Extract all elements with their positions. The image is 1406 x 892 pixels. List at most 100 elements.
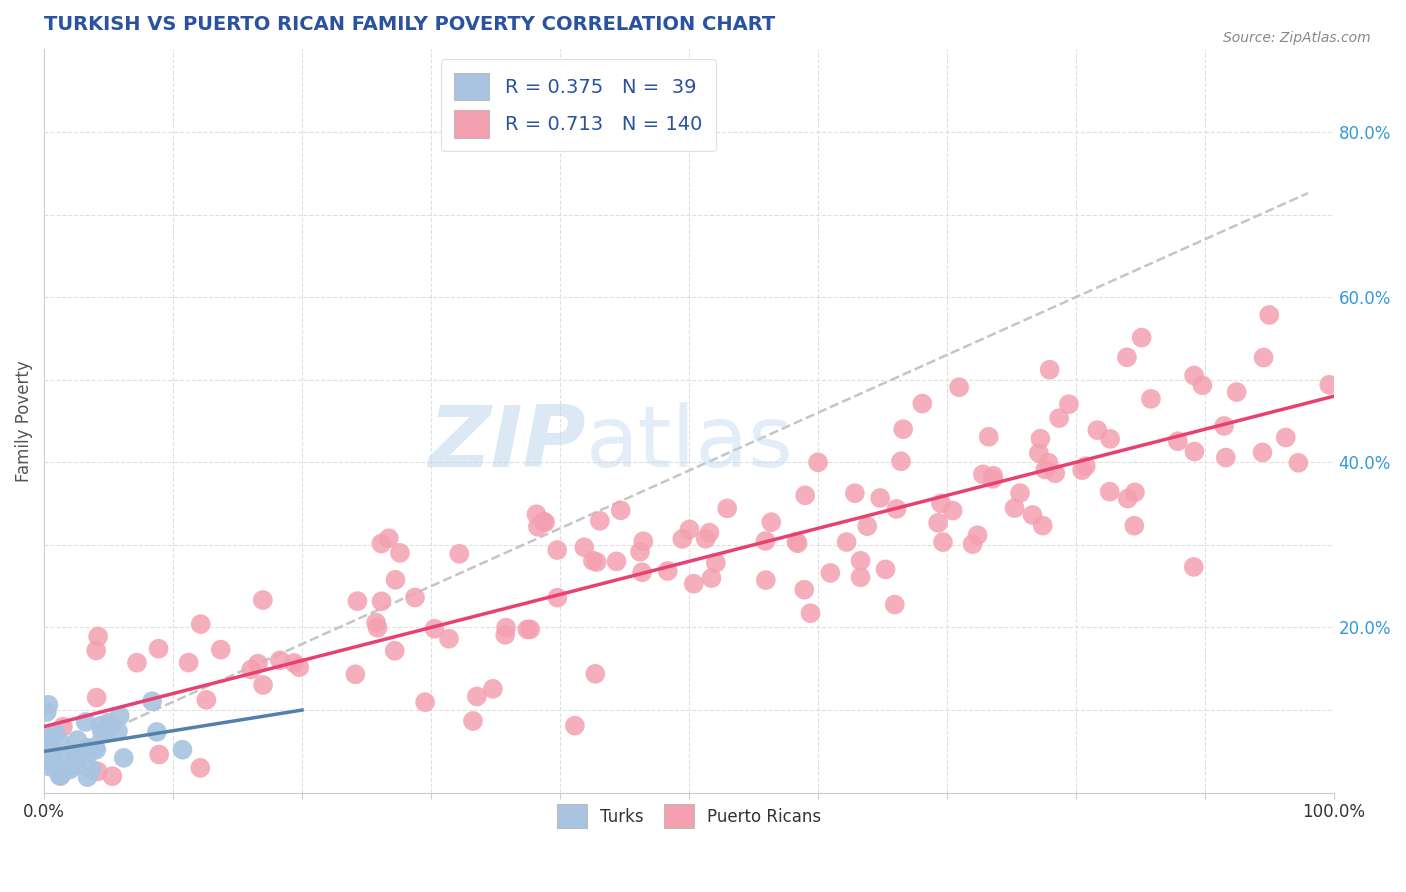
Point [546, 591, 568, 605]
Point [65, 747, 87, 761]
Point [146, 724, 169, 739]
Point [90, 724, 112, 739]
Point [911, 396, 934, 410]
Point [100, 719, 122, 733]
Point [413, 695, 436, 709]
Point [699, 525, 721, 540]
Point [52, 720, 75, 734]
Point [190, 617, 212, 632]
Point [67, 747, 90, 762]
Point [519, 623, 541, 637]
Point [856, 519, 879, 533]
Point [1191, 378, 1213, 392]
Point [1123, 518, 1146, 533]
Point [188, 761, 211, 775]
Point [465, 690, 488, 704]
Point [932, 535, 955, 549]
Point [786, 536, 808, 550]
Point [195, 693, 218, 707]
Point [700, 571, 723, 585]
Point [148, 641, 170, 656]
Point [86, 690, 108, 705]
Point [378, 531, 401, 545]
Text: atlas: atlas [586, 401, 794, 485]
Point [84, 643, 107, 657]
Point [835, 535, 858, 549]
Point [716, 501, 738, 516]
Point [246, 657, 269, 671]
Point [1116, 491, 1139, 506]
Point [589, 514, 612, 528]
Point [53, 753, 76, 767]
Point [83, 740, 105, 755]
Text: TURKISH VS PUERTO RICAN FAMILY POVERTY CORRELATION CHART: TURKISH VS PUERTO RICAN FAMILY POVERTY C… [44, 15, 775, 34]
Point [1032, 518, 1054, 533]
Point [177, 656, 200, 670]
Point [1098, 484, 1121, 499]
Point [1167, 434, 1189, 449]
Point [1130, 330, 1153, 344]
Point [1004, 501, 1026, 516]
Point [35, 738, 58, 752]
Point [35, 750, 58, 764]
Point [495, 621, 517, 635]
Point [1317, 377, 1340, 392]
Point [97, 715, 120, 730]
Point [1286, 456, 1309, 470]
Point [628, 545, 651, 559]
Point [1071, 463, 1094, 477]
Point [704, 556, 727, 570]
Point [370, 594, 392, 608]
Y-axis label: Family Poverty: Family Poverty [15, 360, 32, 482]
Point [1039, 362, 1062, 376]
Point [526, 508, 548, 522]
Point [1038, 456, 1060, 470]
Point [48, 769, 70, 783]
Point [59, 763, 82, 777]
Point [288, 660, 311, 674]
Point [344, 667, 367, 681]
Point [1140, 392, 1163, 406]
Point [883, 598, 905, 612]
Point [86, 764, 108, 779]
Point [41, 749, 63, 764]
Point [79, 746, 101, 760]
Point [875, 562, 897, 576]
Point [240, 663, 263, 677]
Point [574, 541, 596, 555]
Point [449, 547, 471, 561]
Point [981, 468, 1004, 483]
Point [364, 615, 387, 630]
Point [948, 380, 970, 394]
Point [84, 742, 107, 756]
Point [966, 528, 988, 542]
Point [269, 653, 291, 667]
Point [384, 573, 406, 587]
Point [1033, 462, 1056, 476]
Point [582, 554, 605, 568]
Point [534, 516, 557, 530]
Point [785, 534, 807, 549]
Point [38, 759, 60, 773]
Point [695, 532, 717, 546]
Point [1099, 432, 1122, 446]
Point [148, 747, 170, 762]
Point [527, 520, 550, 534]
Point [583, 666, 606, 681]
Point [1213, 419, 1236, 434]
Point [65, 751, 87, 765]
Point [891, 422, 914, 436]
Point [80, 763, 103, 777]
Point [633, 534, 655, 549]
Point [605, 554, 627, 568]
Point [546, 543, 568, 558]
Point [886, 502, 908, 516]
Point [849, 554, 872, 568]
Point [172, 742, 194, 756]
Point [1184, 444, 1206, 458]
Point [141, 694, 163, 708]
Text: Source: ZipAtlas.com: Source: ZipAtlas.com [1223, 31, 1371, 45]
Point [977, 430, 1000, 444]
Point [981, 472, 1004, 486]
Point [1251, 445, 1274, 459]
